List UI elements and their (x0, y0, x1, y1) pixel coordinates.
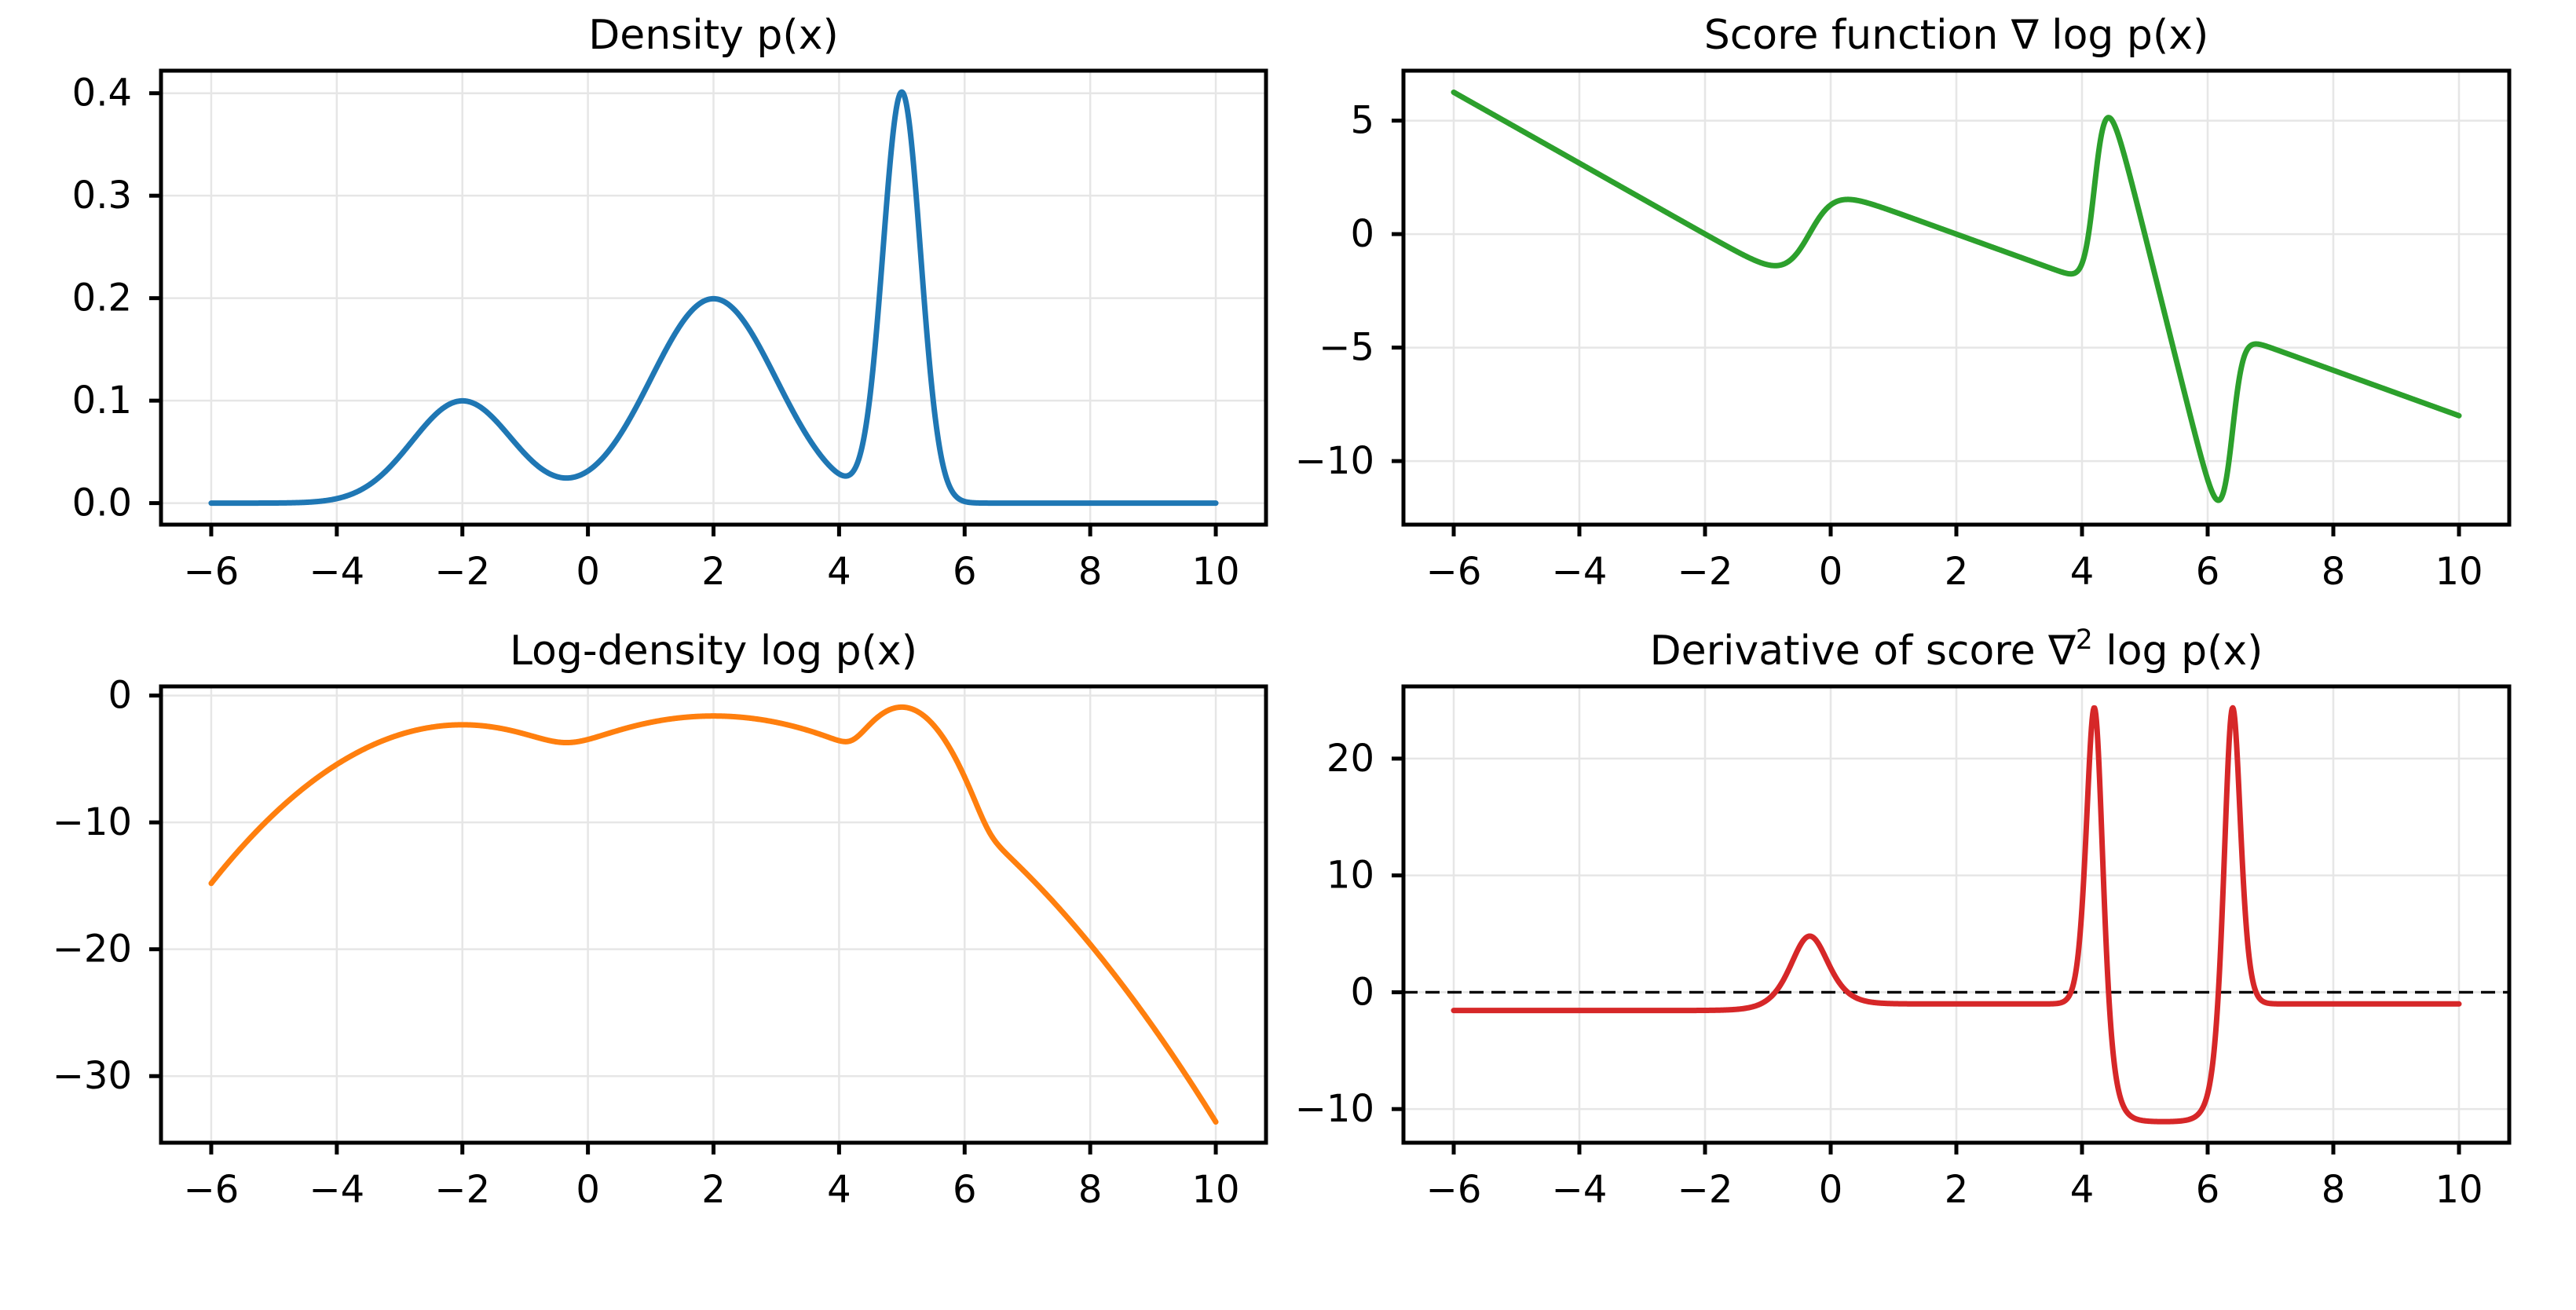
x-tick-label: 8 (1078, 550, 1103, 594)
logdensity-curve (208, 704, 1219, 1125)
x-tick-label: −4 (1552, 550, 1608, 594)
score-title: Score function ∇ log p(x) (1704, 12, 2209, 59)
density-curve (208, 89, 1219, 507)
x-tick-label: −2 (434, 1168, 490, 1212)
x-tick-label: 0 (1819, 550, 1843, 594)
y-tick-label: −10 (1295, 439, 1374, 483)
x-tick-label: −2 (1678, 1168, 1733, 1212)
x-tick-label: 2 (1945, 1168, 1969, 1212)
logdensity-grid (161, 686, 1266, 1143)
x-tick-label: 4 (2070, 1168, 2095, 1212)
x-tick-label: 10 (1192, 550, 1240, 594)
density-y-axis: 0.0 0.1 0.2 0.3 0.4 (72, 71, 161, 525)
panel-score-derivative: −6 −4 −2 0 2 4 6 8 10 20 10 0 −10 Derivative of score… (1295, 624, 2512, 1212)
y-tick-label: −10 (53, 800, 132, 844)
y-tick-label: 0.0 (72, 481, 132, 525)
y-tick-label: −20 (53, 928, 132, 972)
x-tick-label: 0 (576, 550, 600, 594)
x-tick-label: 6 (953, 1168, 977, 1212)
panel-score-function: −6 −4 −2 0 2 4 6 8 10 5 0 −5 −10 Score function ∇ log… (1295, 12, 2512, 594)
density-title: Density p(x) (588, 12, 839, 59)
x-tick-label: 10 (2435, 550, 2483, 594)
panel-density: −6 −4 −2 0 2 4 6 8 10 0.0 0.1 0.2 0.3 0.4 Density p(x) (72, 12, 1268, 594)
y-tick-label: 0 (1350, 212, 1374, 256)
score-grid (1403, 71, 2509, 525)
score-curve (1451, 89, 2462, 503)
y-tick-label: 0.1 (72, 379, 132, 423)
y-tick-label: 5 (1350, 99, 1374, 143)
y-tick-label: −30 (53, 1054, 132, 1098)
x-tick-label: 4 (827, 1168, 851, 1212)
dscore-title: Derivative of score ∇2 log p(x) (1650, 624, 2263, 675)
x-tick-label: 8 (2322, 1168, 2346, 1212)
x-tick-label: 0 (576, 1168, 600, 1212)
x-tick-label: 4 (2070, 550, 2095, 594)
dscore-grid (1403, 686, 2509, 1143)
x-tick-label: −6 (184, 550, 240, 594)
x-tick-label: 2 (701, 1168, 726, 1212)
score-x-axis: −6 −4 −2 0 2 4 6 8 10 (1426, 525, 2483, 594)
x-tick-label: 6 (2196, 550, 2220, 594)
x-tick-label: 10 (2435, 1168, 2483, 1212)
x-tick-label: −2 (434, 550, 490, 594)
y-tick-label: 0.3 (72, 174, 132, 218)
y-tick-label: 0.4 (72, 71, 132, 115)
x-tick-label: 8 (1078, 1168, 1103, 1212)
y-tick-label: 0 (108, 674, 132, 718)
x-tick-label: −6 (1426, 1168, 1482, 1212)
x-tick-label: 8 (2322, 550, 2346, 594)
y-tick-label: 20 (1326, 737, 1374, 781)
x-tick-label: 6 (2196, 1168, 2220, 1212)
y-tick-label: 10 (1326, 854, 1374, 898)
x-tick-label: −4 (309, 1168, 364, 1212)
dscore-curve (1451, 704, 2462, 1125)
y-tick-label: −5 (1319, 326, 1374, 370)
y-tick-label: 0.2 (72, 276, 132, 320)
logdensity-title: Log-density log p(x) (510, 628, 917, 675)
y-tick-label: −10 (1295, 1087, 1374, 1131)
x-tick-label: 0 (1819, 1168, 1843, 1212)
x-tick-label: 6 (953, 550, 977, 594)
x-tick-label: −4 (309, 550, 364, 594)
x-tick-label: −6 (184, 1168, 240, 1212)
logdensity-y-axis: 0 −10 −20 −30 (53, 674, 161, 1098)
x-tick-label: −6 (1426, 550, 1482, 594)
x-tick-label: −2 (1678, 550, 1733, 594)
dscore-x-axis: −6 −4 −2 0 2 4 6 8 10 (1426, 1143, 2483, 1212)
x-tick-label: 2 (1945, 550, 1969, 594)
score-y-axis: 5 0 −5 −10 (1295, 99, 1403, 483)
density-x-axis: −6 −4 −2 0 2 4 6 8 10 (184, 525, 1240, 594)
x-tick-label: 10 (1192, 1168, 1240, 1212)
x-tick-label: 4 (827, 550, 851, 594)
x-tick-label: 2 (701, 550, 726, 594)
dscore-y-axis: 20 10 0 −10 (1295, 737, 1403, 1131)
x-tick-label: −4 (1552, 1168, 1608, 1212)
logdensity-x-axis: −6 −4 −2 0 2 4 6 8 10 (184, 1143, 1240, 1212)
y-tick-label: 0 (1350, 970, 1374, 1014)
